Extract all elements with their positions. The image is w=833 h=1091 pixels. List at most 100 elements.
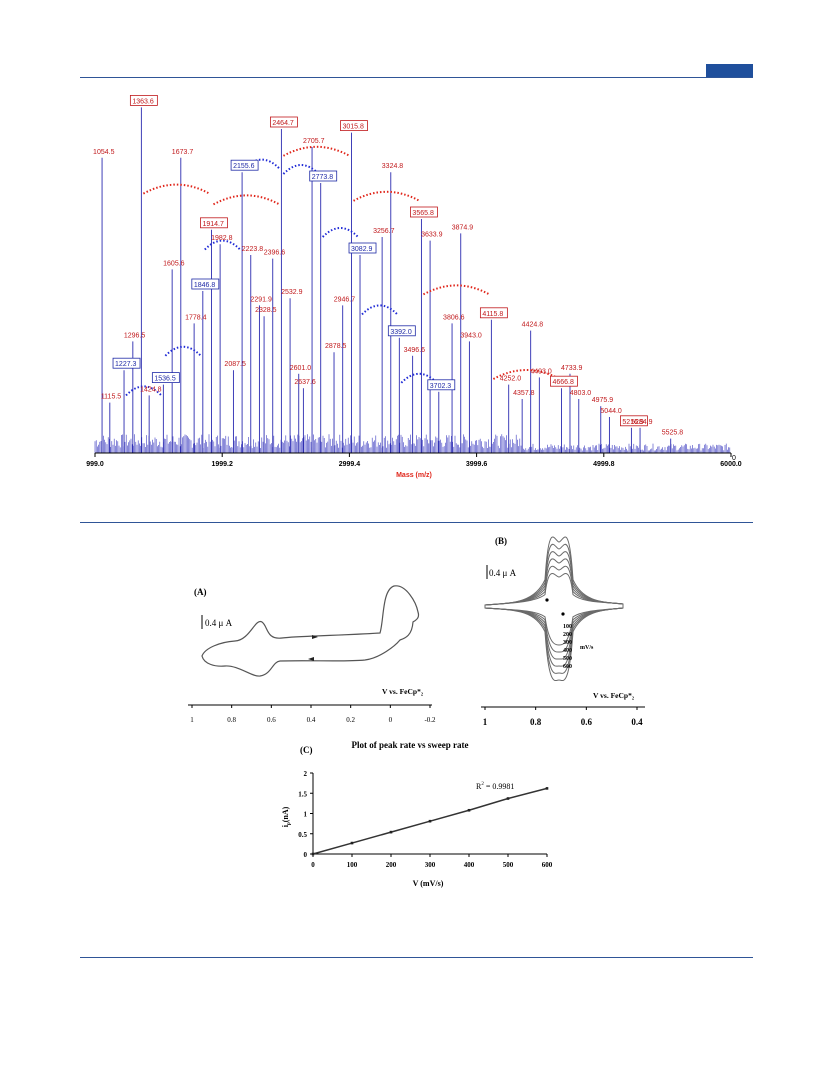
peak-label: 2773.8 [312,174,334,181]
panel-a-tick-label: 0.8 [227,716,236,724]
cv-panel-a: (A) 0.4 μ A V vs. FeCp*₂ 1 0.8 0.6 0.4 0.2 0 -… [188,585,436,724]
peak-label-box [340,120,368,131]
peak-label-box [200,217,228,229]
series-arc [422,284,490,296]
panel-b-legend-title: mV/s [580,645,594,651]
peak-label: 5216.9 [622,419,644,426]
peak-label: 2878.5 [325,343,347,350]
peak-label-box [427,379,456,391]
peak-label: 3943.0 [460,332,482,339]
peak-label: 3082.9 [351,246,373,253]
header-block [706,64,753,77]
peak-label: 3496.6 [404,347,426,354]
panel-a-tick-label: 0.6 [267,716,276,724]
panel-c-x-tick-label: 600 [542,861,553,869]
peak-label: 4803.0 [570,390,592,397]
panel-a-tick-label: 0.4 [307,716,316,724]
spectrum-x-tick-label: 6000.0 [720,461,742,468]
peak-label: 1296.5 [124,332,146,339]
peak-label: 4975.9 [592,397,614,404]
peak-label: 1227.3 [115,361,137,368]
peak-label: 1536.5 [154,376,176,383]
peak-label-box [309,170,338,182]
peak-label: 3702.3 [430,383,452,390]
panel-a-tick-label: 0 [389,716,393,724]
r-squared-value: = 0.9981 [484,782,515,791]
panel-c-title: Plot of peak rate vs sweep rate [352,740,469,750]
sweep-rate-label: 500 [563,656,572,662]
cv-curve-a [201,585,420,677]
spectrum-x-tick-label: 2999.4 [339,461,361,468]
peak-label: 1115.5 [101,394,121,401]
peak-label: 3565.8 [412,210,434,217]
series-arc [400,372,438,384]
peak-label: 1673.7 [172,149,194,156]
spectrum-x-tick-label: 1999.2 [211,461,233,468]
peak-label: 5044.0 [600,408,622,415]
panel-c-y-tick-label: 1.5 [298,790,307,798]
sweep-rate-label: 200 [563,632,572,638]
peak-label: 1605.6 [163,260,185,267]
series-arc [361,304,399,316]
peak-label: 1914.7 [202,221,224,228]
series-arc [212,194,280,206]
peak-label: 3256.7 [373,228,395,235]
peak-label: 2087.5 [224,361,246,368]
peak-label-box [112,357,141,369]
peak-label-box [410,206,438,218]
peak-label: 1054.5 [93,149,115,156]
series-arc [164,345,202,357]
series-arc [142,183,210,195]
peak-label: 4252.0 [500,376,522,383]
data-point [311,852,315,856]
peak-label: 3324.8 [382,163,404,170]
panel-c-y-tick-label: 2 [304,770,308,778]
peak-label: 2705.7 [303,138,325,145]
peak-label-box [269,116,298,128]
peak-label-box [479,307,508,319]
spectrum-x-tick-label: 3999.6 [466,461,488,468]
panel-c-y-subscript: p [287,822,292,825]
panel-a-scale-text: 0.4 μ A [205,618,233,628]
data-point [389,830,393,834]
peak-label: 4493.0 [530,368,552,375]
peak-label: 4357.8 [513,390,535,397]
data-point [506,797,510,800]
mass-spectrum-chart: 1054.5 1115.5 1227.3 1296.5 1363.6 1424.8 1536… [86,95,742,479]
data-point [428,819,432,823]
data-point [350,841,354,845]
cv-curve-b [484,536,624,682]
peak-label: 3874.9 [452,224,474,231]
cv-marker [545,598,549,602]
peak-label: 4733.9 [561,365,583,372]
spectrum-noise [94,434,731,453]
data-point [545,787,549,790]
panel-b-tick-label: 1 [483,717,488,727]
panel-c-x-tick-label: 100 [347,861,358,869]
spectrum-x-tick-label: 4999.8 [593,461,615,468]
sweep-rate-label: 300 [563,640,572,646]
header-rule [80,77,753,78]
peak-label: 3633.9 [421,232,443,239]
panel-b-x-label: V vs. FeCp*₂ [593,691,635,700]
panel-a-x-label: V vs. FeCp*₂ [382,687,424,696]
panel-c-x-tick-label: 300 [425,861,436,869]
peak-label: 1363.6 [132,98,154,105]
data-point [467,808,471,812]
divider-rule-top [80,522,753,523]
cv-marker [561,612,565,616]
spectrum-y-zero: 0 [732,455,736,462]
peak-current-plot: (C) Plot of peak rate vs sweep rate 0 100… [281,740,553,888]
panel-c-x-label: V (mV/s) [413,879,444,888]
series-arc [353,190,420,202]
panel-b-label: (B) [495,536,507,546]
peak-label: 5284.9 [631,419,653,426]
divider-rule-bottom [80,957,753,958]
peak-label: 1778.4 [185,314,207,321]
r-squared-exponent: 2 [481,782,484,787]
spectrum-x-tick-label: 999.0 [86,461,104,468]
peak-label: 2946.7 [334,296,356,303]
peak-label: 3392.0 [390,329,412,336]
peak-label: 2155.6 [233,163,255,170]
peak-label: 2601.0 [290,365,312,372]
